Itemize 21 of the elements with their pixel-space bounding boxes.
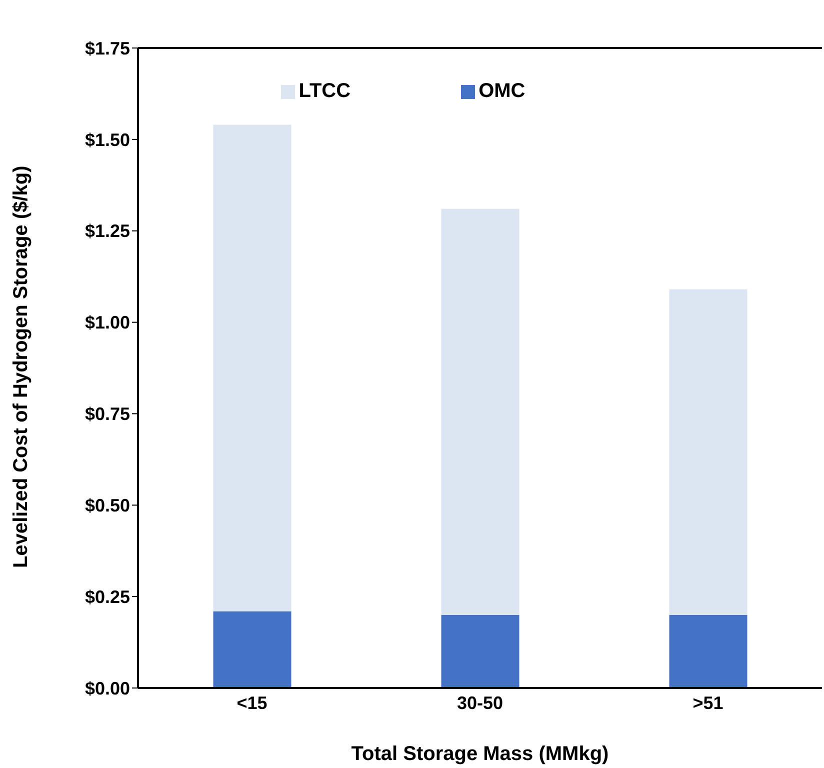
y-tick-label: $1.50 — [84, 130, 130, 150]
bar — [213, 124, 292, 612]
x-tick-label: >51 — [692, 692, 724, 713]
y-tick-label: $1.00 — [84, 312, 130, 333]
bar — [441, 208, 520, 615]
y-tick-label: $0.00 — [84, 678, 130, 698]
x-tick-label: <15 — [236, 692, 268, 713]
bar — [669, 614, 748, 688]
x-tick-label: 30-50 — [456, 692, 504, 713]
y-tick-label: $0.25 — [84, 586, 130, 607]
bar — [441, 614, 520, 688]
y-tick-label: $0.50 — [84, 496, 130, 516]
y-axis-title: Levelized Cost of Hydrogen Storage ($/kg) — [10, 166, 32, 568]
y-tick-label: $0.75 — [84, 404, 130, 424]
y-tick-label: $1.75 — [84, 38, 130, 58]
x-axis-title: Total Storage Mass (MMkg) — [351, 743, 609, 765]
y-tick-label: $1.25 — [84, 221, 130, 242]
legend-label: LTCC — [298, 80, 351, 102]
legend-label: OMC — [478, 80, 526, 102]
bar — [213, 611, 292, 688]
bar — [669, 289, 748, 615]
